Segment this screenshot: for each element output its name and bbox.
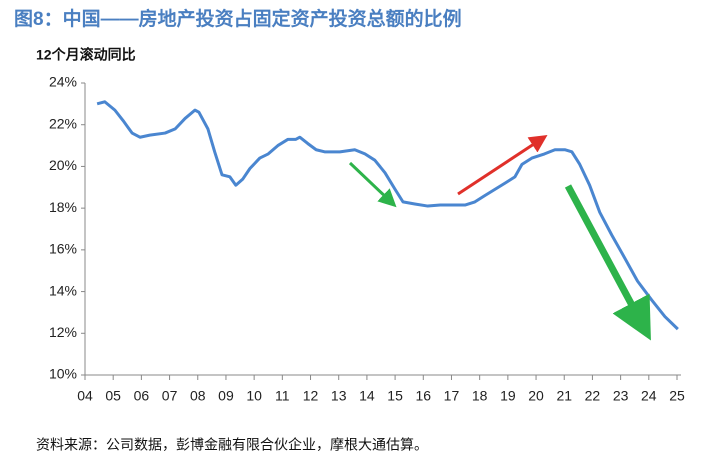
x-tick-label: 16 bbox=[415, 388, 431, 404]
x-tick-label: 13 bbox=[331, 388, 347, 404]
x-tick-label: 09 bbox=[218, 388, 234, 404]
plot-area: 10% 12% 14% 16% 18% 20% 22% 24% 04 05 06 07 08 09 10 11… bbox=[49, 74, 685, 404]
x-tick-label: 06 bbox=[134, 388, 150, 404]
line-series bbox=[96, 100, 679, 331]
chart-title: 图8：中国——房地产投资占固定资产投资总额的比例 bbox=[14, 7, 462, 30]
x-tick-label: 12 bbox=[303, 388, 319, 404]
x-tick-label: 04 bbox=[77, 388, 93, 404]
source-note: 资料来源：公司数据，彭博金融有限合伙企业，摩根大通估算。 bbox=[36, 437, 428, 453]
y-tick-label: 18% bbox=[49, 199, 77, 215]
y-tick-label: 12% bbox=[49, 324, 77, 340]
x-tick-label: 07 bbox=[162, 388, 178, 404]
y-tick-label: 22% bbox=[49, 115, 77, 131]
y-tick-label: 14% bbox=[49, 282, 77, 298]
x-tick-label: 14 bbox=[359, 388, 375, 404]
arrow bbox=[348, 161, 397, 208]
x-tick-label: 24 bbox=[641, 388, 657, 404]
y-tick-label: 20% bbox=[49, 157, 77, 173]
y-tick-label: 16% bbox=[49, 241, 77, 257]
x-tick-label: 10 bbox=[246, 388, 262, 404]
x-tick-label: 21 bbox=[556, 388, 572, 404]
x-tick-label: 18 bbox=[472, 388, 488, 404]
x-tick-label: 11 bbox=[275, 388, 290, 404]
x-tick-label: 20 bbox=[528, 388, 544, 404]
x-tick-label: 23 bbox=[613, 388, 629, 404]
arrow bbox=[564, 184, 651, 341]
x-tick-label: 08 bbox=[190, 388, 206, 404]
x-tick-label: 05 bbox=[105, 388, 121, 404]
x-tick-label: 25 bbox=[669, 388, 685, 404]
chart-subtitle: 12个月滚动同比 bbox=[36, 47, 136, 63]
y-tick-label: 24% bbox=[49, 74, 77, 90]
x-tick-label: 22 bbox=[585, 388, 601, 404]
arrow bbox=[457, 135, 548, 196]
x-tick-label: 15 bbox=[387, 388, 403, 404]
x-tick-label: 19 bbox=[500, 388, 516, 404]
y-tick-label: 10% bbox=[49, 366, 77, 382]
x-tick-label: 17 bbox=[444, 388, 460, 404]
